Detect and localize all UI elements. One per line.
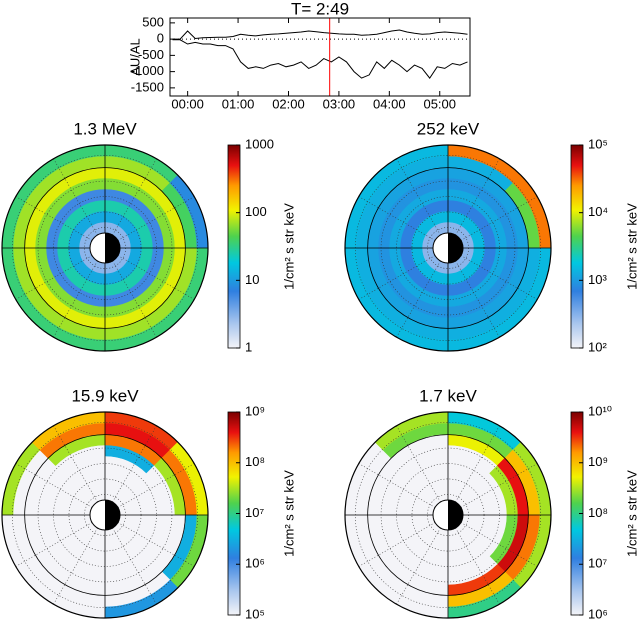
x-tick-label: 01:00: [222, 96, 255, 111]
earth-night: [105, 500, 120, 530]
colorbar: [227, 144, 241, 349]
colorbar-tick-label: 10: [245, 272, 259, 287]
plot-frame: [169, 17, 471, 97]
x-tick-label: 02:00: [272, 96, 305, 111]
colorbar-tick-label: 10⁶: [588, 606, 608, 621]
panel-title: 1.3 MeV: [73, 119, 137, 138]
colorbar-label: 1/cm² s str keV: [624, 203, 638, 290]
outer-circle: [1, 411, 209, 619]
panel-title: 15.9 keV: [71, 386, 139, 405]
colorbar-tick-label: 10⁹: [588, 454, 608, 469]
y-tick-label: -500: [138, 47, 164, 62]
outer-circle: [1, 144, 209, 352]
x-tick-label: 05:00: [423, 96, 456, 111]
colorbar-tick-label: 10³: [588, 272, 607, 287]
colorbar-tick-label: 10⁶: [245, 556, 265, 571]
colorbar-tick-label: 10²: [588, 339, 607, 354]
earth-night: [448, 233, 463, 263]
colorbar: [570, 144, 584, 349]
x-tick-label: 04:00: [373, 96, 406, 111]
y-tick-label: 500: [142, 14, 164, 29]
earth-night: [448, 500, 463, 530]
series-line: [172, 39, 468, 79]
colorbar-tick-label: 10⁹: [245, 403, 265, 418]
ring-circle: [24, 167, 186, 329]
colorbar-label: 1/cm² s str keV: [281, 470, 296, 557]
earth-night: [105, 233, 120, 263]
colorbar-tick-label: 10⁴: [588, 204, 608, 219]
y-tick-label: 0: [157, 31, 164, 46]
ring-circle: [367, 167, 529, 329]
x-tick-label: 00:00: [171, 96, 204, 111]
y-axis-label: AU/AL: [127, 38, 142, 76]
colorbar-tick-label: 100: [245, 204, 267, 219]
colorbar-tick-label: 10⁸: [588, 505, 608, 520]
colorbar-tick-label: 10⁸: [245, 454, 265, 469]
colorbar-tick-label: 1000: [245, 136, 274, 151]
x-tick-label: 03:00: [323, 96, 356, 111]
chart-title: T= 2:49: [291, 0, 349, 18]
colorbar-tick-label: 10⁷: [588, 556, 607, 571]
colorbar-tick-label: 10⁷: [245, 505, 264, 520]
colorbar-label: 1/cm² s str keV: [281, 203, 296, 290]
colorbar-tick-label: 1: [245, 339, 252, 354]
colorbar-label: 1/cm² s str keV: [624, 470, 638, 557]
outer-circle: [344, 411, 552, 619]
y-tick-label: -1000: [131, 63, 164, 78]
colorbar-tick-label: 10¹⁰: [588, 403, 612, 418]
series-line: [172, 29, 468, 40]
ring-circle: [24, 434, 186, 596]
outer-circle: [344, 144, 552, 352]
colorbar-tick-label: 10⁵: [588, 136, 608, 151]
panel-title: 252 keV: [417, 119, 480, 138]
ring-circle: [367, 434, 529, 596]
panel-title: 1.7 keV: [419, 386, 477, 405]
y-tick-label: -1500: [131, 79, 164, 94]
colorbar-tick-label: 10⁵: [245, 606, 265, 621]
